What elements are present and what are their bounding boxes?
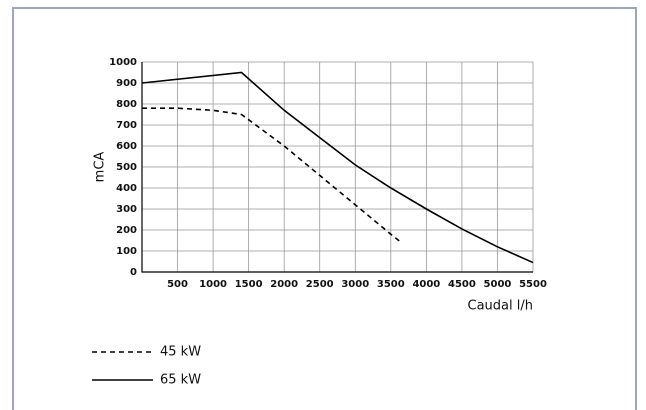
legend-label: 65 kW [160,373,201,388]
y-axis-label: mCA [93,152,108,183]
y-tick-label: 800 [116,99,137,110]
line [142,107,402,244]
y-tick-label: 100 [116,246,137,257]
y-tick-label: 600 [116,141,137,152]
x-tick-label: 2000 [270,279,298,290]
y-tick-label: 0 [130,267,137,278]
frame [12,7,637,410]
x-tick-label: 4000 [412,279,440,290]
y-tick-label: 400 [116,183,137,194]
y-tick-label: 1000 [109,57,137,68]
x-tick-label: 2500 [306,279,334,290]
axes [141,62,533,273]
y-tick-label: 300 [116,204,137,215]
line [141,71,534,264]
x-tick-label: 4500 [448,279,476,290]
x-tick-label: 3000 [341,279,369,290]
y-tick-label: 900 [116,78,137,89]
y-tick-label: 200 [116,225,137,236]
y-tick-label: 500 [116,162,137,173]
x-tick-label: 1500 [235,279,263,290]
x-tick-label: 5500 [519,279,547,290]
x-axis-label: Caudal l/h [468,299,533,314]
x-tick-label: 1000 [199,279,227,290]
x-tick-label: 5000 [484,279,512,290]
x-tick-label: 500 [167,279,188,290]
legend-label: 45 kW [160,345,201,360]
y-tick-label: 700 [116,120,137,131]
x-tick-label: 3500 [377,279,405,290]
